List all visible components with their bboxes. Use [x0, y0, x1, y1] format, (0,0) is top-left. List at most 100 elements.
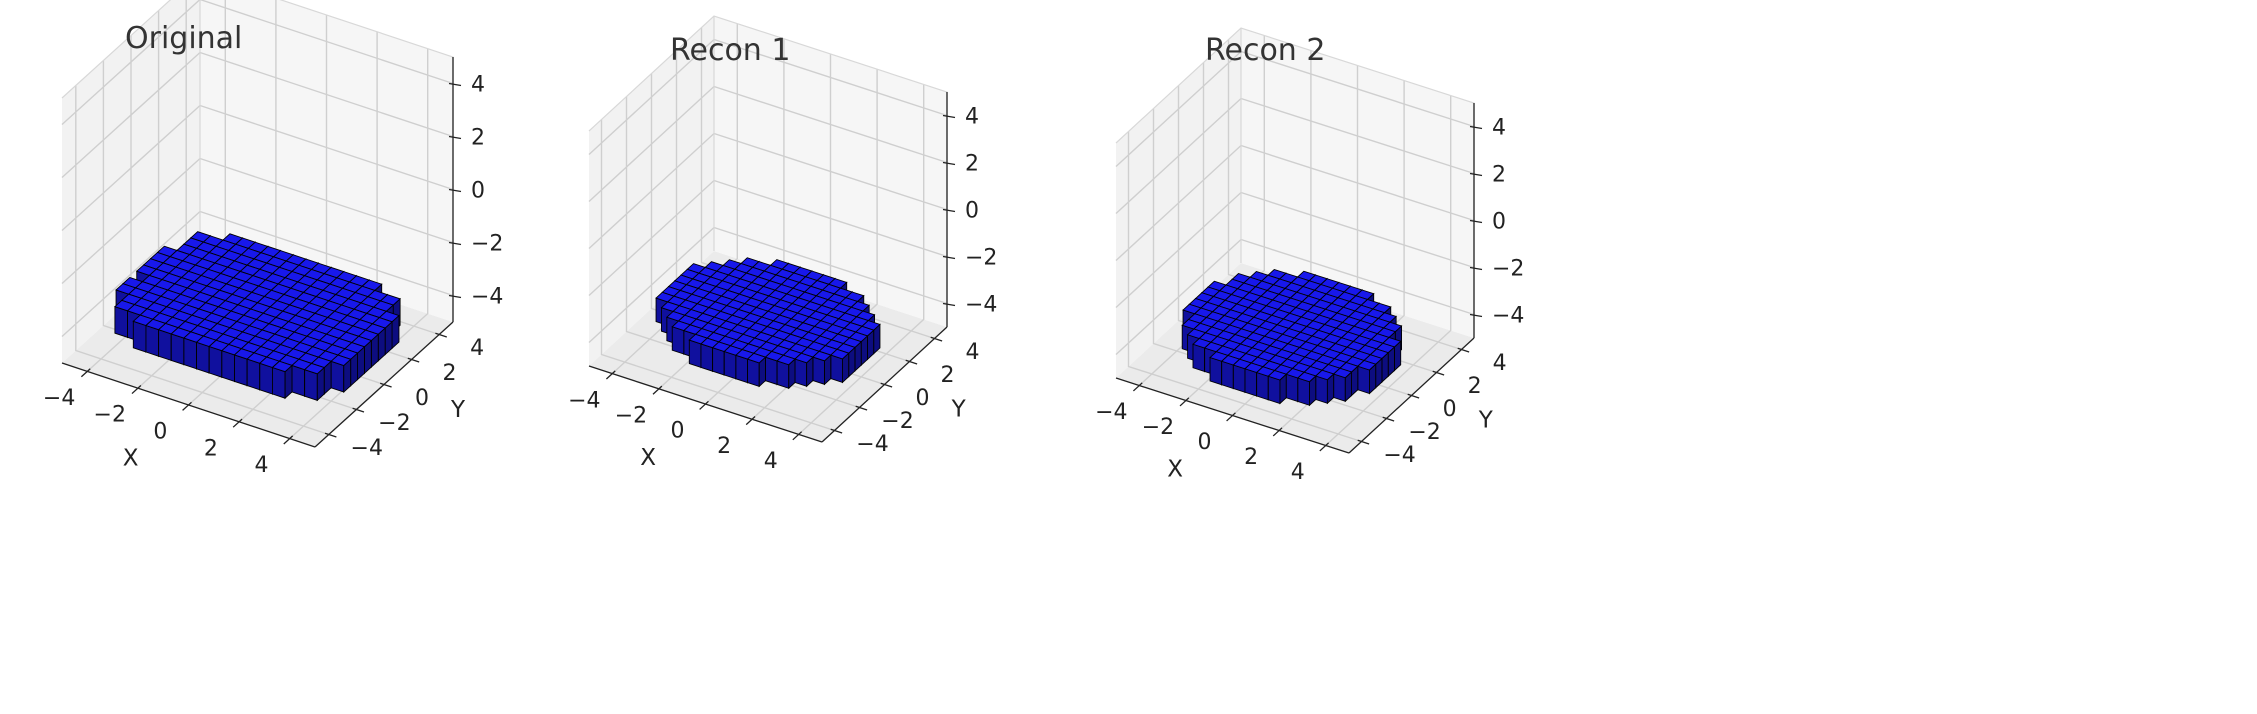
- y-tick-label: 0: [415, 386, 429, 411]
- z-tick: [942, 161, 956, 166]
- x-tick: [792, 431, 803, 441]
- voxel-face-front: [132, 320, 147, 353]
- voxels: [1181, 268, 1403, 407]
- y-tick-label: 0: [916, 386, 930, 411]
- voxel: [330, 354, 352, 394]
- voxel-face-front: [688, 339, 702, 369]
- voxel-face-front: [776, 360, 790, 389]
- x-tick: [1272, 427, 1283, 437]
- voxel-face-front: [196, 341, 210, 374]
- x-tick-label: 0: [153, 420, 167, 445]
- y-tick-label: 4: [1493, 351, 1507, 376]
- voxel-face-front: [747, 358, 760, 388]
- y-tick: [1382, 416, 1395, 422]
- voxel-face-front: [723, 350, 737, 380]
- x-tick: [131, 385, 142, 395]
- voxel-face-front: [812, 356, 825, 385]
- x-tick-label: −2: [615, 404, 647, 429]
- y-tick-label: −2: [378, 411, 410, 436]
- y-tick: [324, 432, 337, 438]
- voxel-face-front: [330, 360, 345, 393]
- voxel-face-top: [776, 354, 796, 366]
- x-tick-label: 4: [1291, 460, 1305, 485]
- z-tick-label: 4: [471, 73, 485, 98]
- voxel-face-front: [158, 329, 172, 362]
- x-tick-label: −4: [1095, 400, 1127, 425]
- x-tick-label: −2: [1142, 415, 1174, 440]
- y-tick-label: −4: [1383, 443, 1415, 468]
- y-tick-label: −2: [1408, 420, 1440, 445]
- voxel-face-top: [271, 360, 293, 373]
- voxel: [1356, 359, 1377, 395]
- y-tick-label: −4: [856, 432, 888, 457]
- x-tick: [1179, 397, 1190, 407]
- voxel-face-front: [1357, 365, 1370, 395]
- voxel-face-front: [145, 324, 160, 357]
- z-tick-label: −4: [471, 285, 503, 310]
- voxel-face-top: [1314, 369, 1335, 381]
- z-tick: [1469, 172, 1483, 177]
- x-tick: [232, 418, 243, 428]
- voxel: [812, 350, 832, 386]
- x-axis-label: X: [1167, 456, 1183, 482]
- y-tick: [1432, 370, 1445, 376]
- voxel-face-front: [1244, 368, 1258, 397]
- voxel-face-front: [1256, 371, 1269, 401]
- z-tick: [942, 114, 956, 119]
- x-tick-label: 0: [1198, 430, 1212, 455]
- y-tick-label: 0: [1443, 397, 1457, 422]
- x-tick-label: 0: [671, 419, 685, 444]
- voxel-face-front: [830, 354, 843, 384]
- y-tick-label: 2: [1468, 374, 1482, 399]
- voxels: [655, 257, 881, 390]
- voxel-face-front: [1209, 356, 1223, 386]
- y-tick: [1407, 393, 1420, 399]
- x-tick: [1132, 382, 1143, 392]
- voxel: [1267, 369, 1288, 405]
- y-tick-label: −2: [881, 409, 913, 434]
- voxel: [776, 354, 796, 390]
- z-tick-label: −2: [471, 232, 503, 257]
- x-tick-label: 4: [764, 449, 778, 474]
- y-tick-label: −4: [351, 436, 383, 461]
- x-axis-label: X: [640, 445, 656, 471]
- voxel-face-top: [746, 352, 767, 364]
- z-tick: [942, 255, 956, 260]
- x-tick-label: 4: [255, 453, 269, 478]
- z-tick: [942, 208, 956, 213]
- voxel-face-front: [304, 369, 318, 401]
- y-tick: [379, 382, 392, 388]
- y-axis-label: Y: [450, 397, 466, 423]
- voxel-face-front: [221, 350, 235, 383]
- grid-line-x: [289, 48, 429, 440]
- voxel-face-top: [303, 362, 326, 375]
- grid-line-y: [600, 119, 835, 432]
- x-tick: [1319, 442, 1330, 452]
- voxel-face-front: [114, 306, 129, 338]
- voxel: [303, 362, 326, 402]
- voxel: [829, 348, 850, 384]
- voxel: [1314, 369, 1335, 405]
- z-tick-label: 2: [965, 152, 979, 177]
- voxel-face-front: [700, 343, 714, 372]
- voxel-face-front: [208, 345, 223, 378]
- z-tick: [448, 188, 462, 193]
- subplot-title: Recon 2: [1205, 33, 1325, 68]
- grid-line-x: [798, 84, 925, 435]
- y-tick: [407, 357, 420, 363]
- voxel-face-front: [170, 333, 185, 366]
- y-tick-label: 4: [966, 340, 980, 365]
- voxels: [114, 231, 401, 402]
- x-tick: [80, 368, 91, 378]
- x-tick-label: 2: [204, 436, 218, 461]
- x-tick-label: −2: [94, 403, 126, 428]
- voxel-face-front: [259, 362, 273, 395]
- voxel-face-front: [1232, 364, 1246, 393]
- voxel-face-front: [1267, 375, 1281, 405]
- y-tick: [905, 359, 918, 365]
- x-axis-label: X: [123, 445, 139, 471]
- voxel-face-front: [1297, 377, 1310, 406]
- voxel-face-top: [1296, 371, 1317, 383]
